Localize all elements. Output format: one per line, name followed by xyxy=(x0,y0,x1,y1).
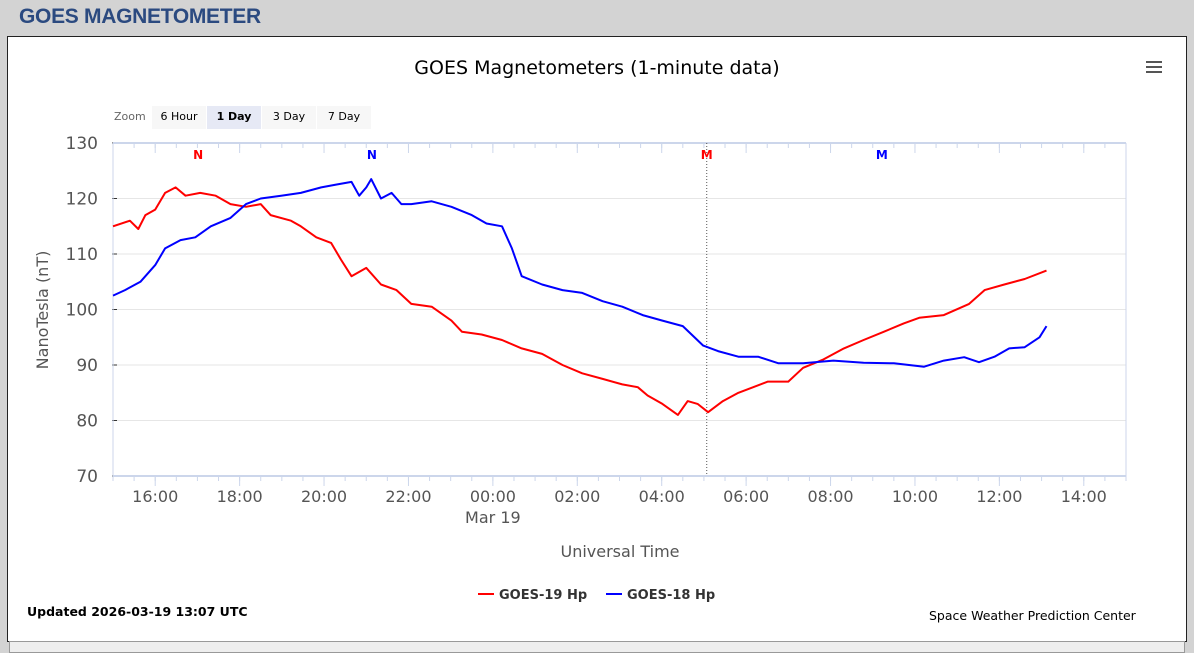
zoom-3-day-button[interactable]: 3 Day xyxy=(262,106,316,129)
legend-item: GOES-19 Hp xyxy=(499,588,587,603)
y-tick-label: 100 xyxy=(66,301,98,321)
x-tick-label: 12:00 xyxy=(976,487,1022,506)
y-tick-label: 70 xyxy=(76,467,98,487)
x-tick-label: 20:00 xyxy=(301,487,347,506)
x-tick-label: 14:00 xyxy=(1061,487,1107,506)
x-tick-label: 10:00 xyxy=(892,487,938,506)
zoom-7-day-button[interactable]: 7 Day xyxy=(317,106,371,129)
y-tick-label: 110 xyxy=(66,245,98,265)
zoom-label: Zoom xyxy=(114,110,146,123)
annotation-marker-N: N xyxy=(193,148,203,162)
x-tick-label: 22:00 xyxy=(385,487,431,506)
chart-title: GOES Magnetometers (1-minute data) xyxy=(414,57,779,79)
page-header-title: GOES MAGNETOMETER xyxy=(19,5,261,28)
x-tick-label: 06:00 xyxy=(723,487,769,506)
y-tick-label: 120 xyxy=(66,190,98,210)
x-axis-title: Universal Time xyxy=(560,542,679,561)
y-tick-label: 80 xyxy=(76,412,98,432)
chart-panel xyxy=(7,36,1187,642)
annotation-marker-M: M xyxy=(701,148,713,162)
annotation-marker-N: N xyxy=(367,148,377,162)
annotation-marker-M: M xyxy=(876,148,888,162)
zoom-1-day-button[interactable]: 1 Day xyxy=(207,106,261,129)
x-tick-label: 02:00 xyxy=(554,487,600,506)
series-line-goes-18-hp xyxy=(112,178,1048,368)
x-tick-label: 18:00 xyxy=(217,487,263,506)
x-tick-label: 08:00 xyxy=(807,487,853,506)
series-line-goes-19-hp xyxy=(112,186,1047,416)
x-tick-label: 16:00 xyxy=(132,487,178,506)
x-tick-sublabel: Mar 19 xyxy=(465,508,521,527)
zoom-6-hour-button[interactable]: 6 Hour xyxy=(152,106,206,129)
legend-item: GOES-18 Hp xyxy=(627,588,715,603)
y-tick-label: 90 xyxy=(76,356,98,376)
updated-timestamp: Updated 2026-03-19 13:07 UTC xyxy=(27,604,248,619)
y-tick-label: 130 xyxy=(66,134,98,154)
x-tick-label: 04:00 xyxy=(639,487,685,506)
y-axis-title: NanoTesla (nT) xyxy=(33,251,52,370)
x-tick-label: 00:00 xyxy=(470,487,516,506)
credit-text: Space Weather Prediction Center xyxy=(929,608,1136,623)
hamburger-menu-icon[interactable] xyxy=(1146,61,1162,75)
